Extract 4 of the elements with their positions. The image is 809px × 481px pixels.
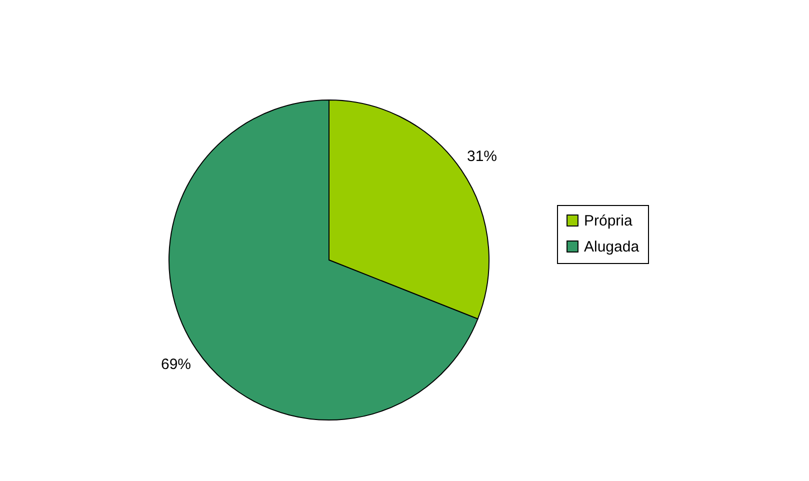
data-label: 69%	[160, 356, 192, 373]
legend-label: Alugada	[584, 238, 640, 256]
data-label: 31%	[466, 148, 498, 166]
legend-label: Própria	[584, 212, 634, 230]
